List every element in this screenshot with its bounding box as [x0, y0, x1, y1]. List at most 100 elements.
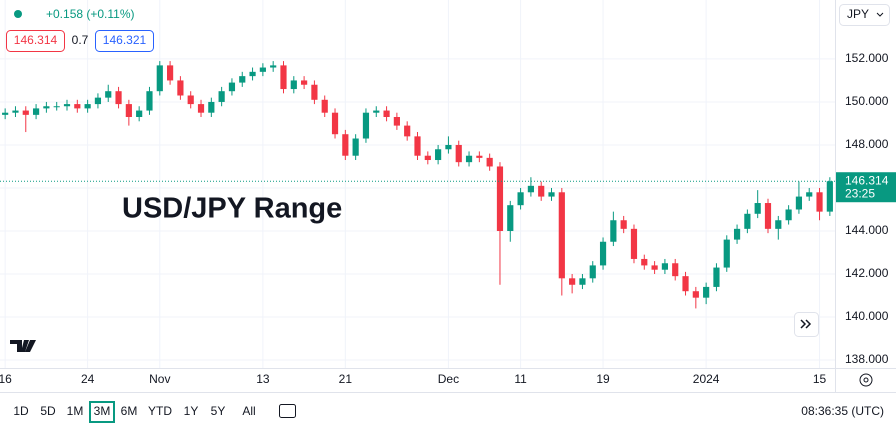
- candle-body: [496, 166, 504, 231]
- candle-body: [692, 291, 699, 298]
- candle-body: [476, 155, 483, 158]
- range-button[interactable]: 5D: [40, 404, 56, 418]
- candle-body: [311, 84, 318, 100]
- status-dot: [14, 10, 22, 18]
- scroll-right-button[interactable]: [794, 312, 819, 337]
- candle-body: [301, 80, 308, 85]
- candle-body: [538, 185, 545, 197]
- x-tick-label: 13: [256, 372, 270, 386]
- candle-body: [167, 65, 174, 81]
- range-active: [89, 401, 115, 423]
- candle-body: [703, 286, 710, 298]
- candle-body: [775, 220, 782, 229]
- candle-body: [12, 110, 19, 113]
- y-tick-label: 152.000: [845, 51, 889, 65]
- candle-body: [280, 65, 287, 90]
- candle-body: [197, 104, 205, 113]
- candle-body: [404, 125, 411, 137]
- range-button[interactable]: All: [242, 404, 255, 418]
- candle-body: [136, 110, 143, 118]
- candle-body: [558, 192, 565, 279]
- range-button[interactable]: 3M: [94, 404, 111, 418]
- candle-body: [115, 91, 122, 105]
- clock: 08:36:35 (UTC): [801, 404, 884, 418]
- candle-body: [2, 112, 9, 115]
- candle-body: [84, 104, 91, 109]
- candle-body: [32, 108, 40, 115]
- countdown: 23:25: [845, 186, 875, 200]
- range-button[interactable]: YTD: [148, 404, 172, 418]
- y-tick-label: 150.000: [845, 94, 889, 108]
- candle-body: [569, 278, 576, 285]
- candle-body: [713, 267, 720, 287]
- candle-body: [764, 203, 772, 229]
- logo: [10, 340, 36, 352]
- candle-body: [785, 209, 792, 221]
- bid-box[interactable]: [6, 30, 65, 52]
- candle-body: [228, 82, 236, 92]
- candle-body: [682, 276, 689, 292]
- candle-body: [156, 65, 163, 92]
- candle-body: [63, 104, 71, 107]
- candle-body: [177, 80, 184, 96]
- candle-body: [94, 97, 102, 105]
- x-tick-label: 24: [81, 372, 95, 386]
- range-button[interactable]: 1Y: [184, 404, 199, 418]
- y-tick-label: 138.000: [845, 352, 889, 366]
- range-button[interactable]: 5Y: [211, 404, 226, 418]
- range-button[interactable]: 6M: [121, 404, 138, 418]
- candle-body: [424, 155, 431, 161]
- range-button[interactable]: 1D: [13, 404, 29, 418]
- scroll-icon: [800, 319, 812, 329]
- range-button[interactable]: 1M: [67, 404, 84, 418]
- date-range-icon[interactable]: [279, 404, 296, 418]
- candle-body: [589, 265, 596, 279]
- candle-body: [125, 104, 132, 118]
- candle-body: [455, 144, 462, 163]
- candle-body: [22, 110, 29, 115]
- ask-box[interactable]: [95, 30, 154, 52]
- candle-body: [465, 155, 473, 163]
- candle-body: [641, 258, 648, 266]
- candle-body: [435, 149, 442, 161]
- candle-body: [733, 228, 741, 240]
- x-tick-label: 21: [339, 372, 353, 386]
- candle-body: [744, 213, 751, 229]
- candle-body: [517, 192, 524, 206]
- candle-body: [579, 278, 586, 285]
- candle-body: [599, 241, 607, 266]
- candle-body: [239, 76, 246, 83]
- currency-selector[interactable]: [839, 4, 890, 26]
- settings-icon-core: [863, 377, 869, 383]
- candle-body: [321, 99, 328, 113]
- candle-body: [146, 91, 153, 111]
- candle-body: [414, 136, 421, 156]
- currency: JPY: [847, 7, 869, 21]
- candle-body: [672, 263, 679, 277]
- candle-body: [342, 134, 349, 156]
- y-tick-label: 142.000: [845, 266, 889, 280]
- dropdown-icon: [876, 12, 884, 17]
- candle-body: [208, 101, 215, 113]
- candle-body: [43, 106, 50, 109]
- x-tick-label: 16: [0, 372, 12, 386]
- candle-body: [53, 106, 60, 108]
- candle-body: [331, 112, 339, 135]
- candle-body: [74, 104, 81, 109]
- x-tick-label: Nov: [149, 372, 170, 386]
- candle-body: [362, 112, 370, 139]
- candle-body: [620, 220, 627, 229]
- candle-body: [373, 110, 380, 113]
- candle-body: [259, 67, 266, 72]
- y-tick-label: 144.000: [845, 223, 889, 237]
- candle-body: [826, 181, 833, 212]
- candle-body: [723, 239, 730, 268]
- candle-body: [754, 203, 761, 214]
- x-tick-label: 15: [813, 372, 827, 386]
- settings-icon[interactable]: [859, 373, 873, 387]
- spread: 0.7: [72, 33, 89, 47]
- ask-price: 146.321: [103, 33, 147, 47]
- y-tick-label: 140.000: [845, 309, 889, 323]
- candle-body: [352, 138, 359, 156]
